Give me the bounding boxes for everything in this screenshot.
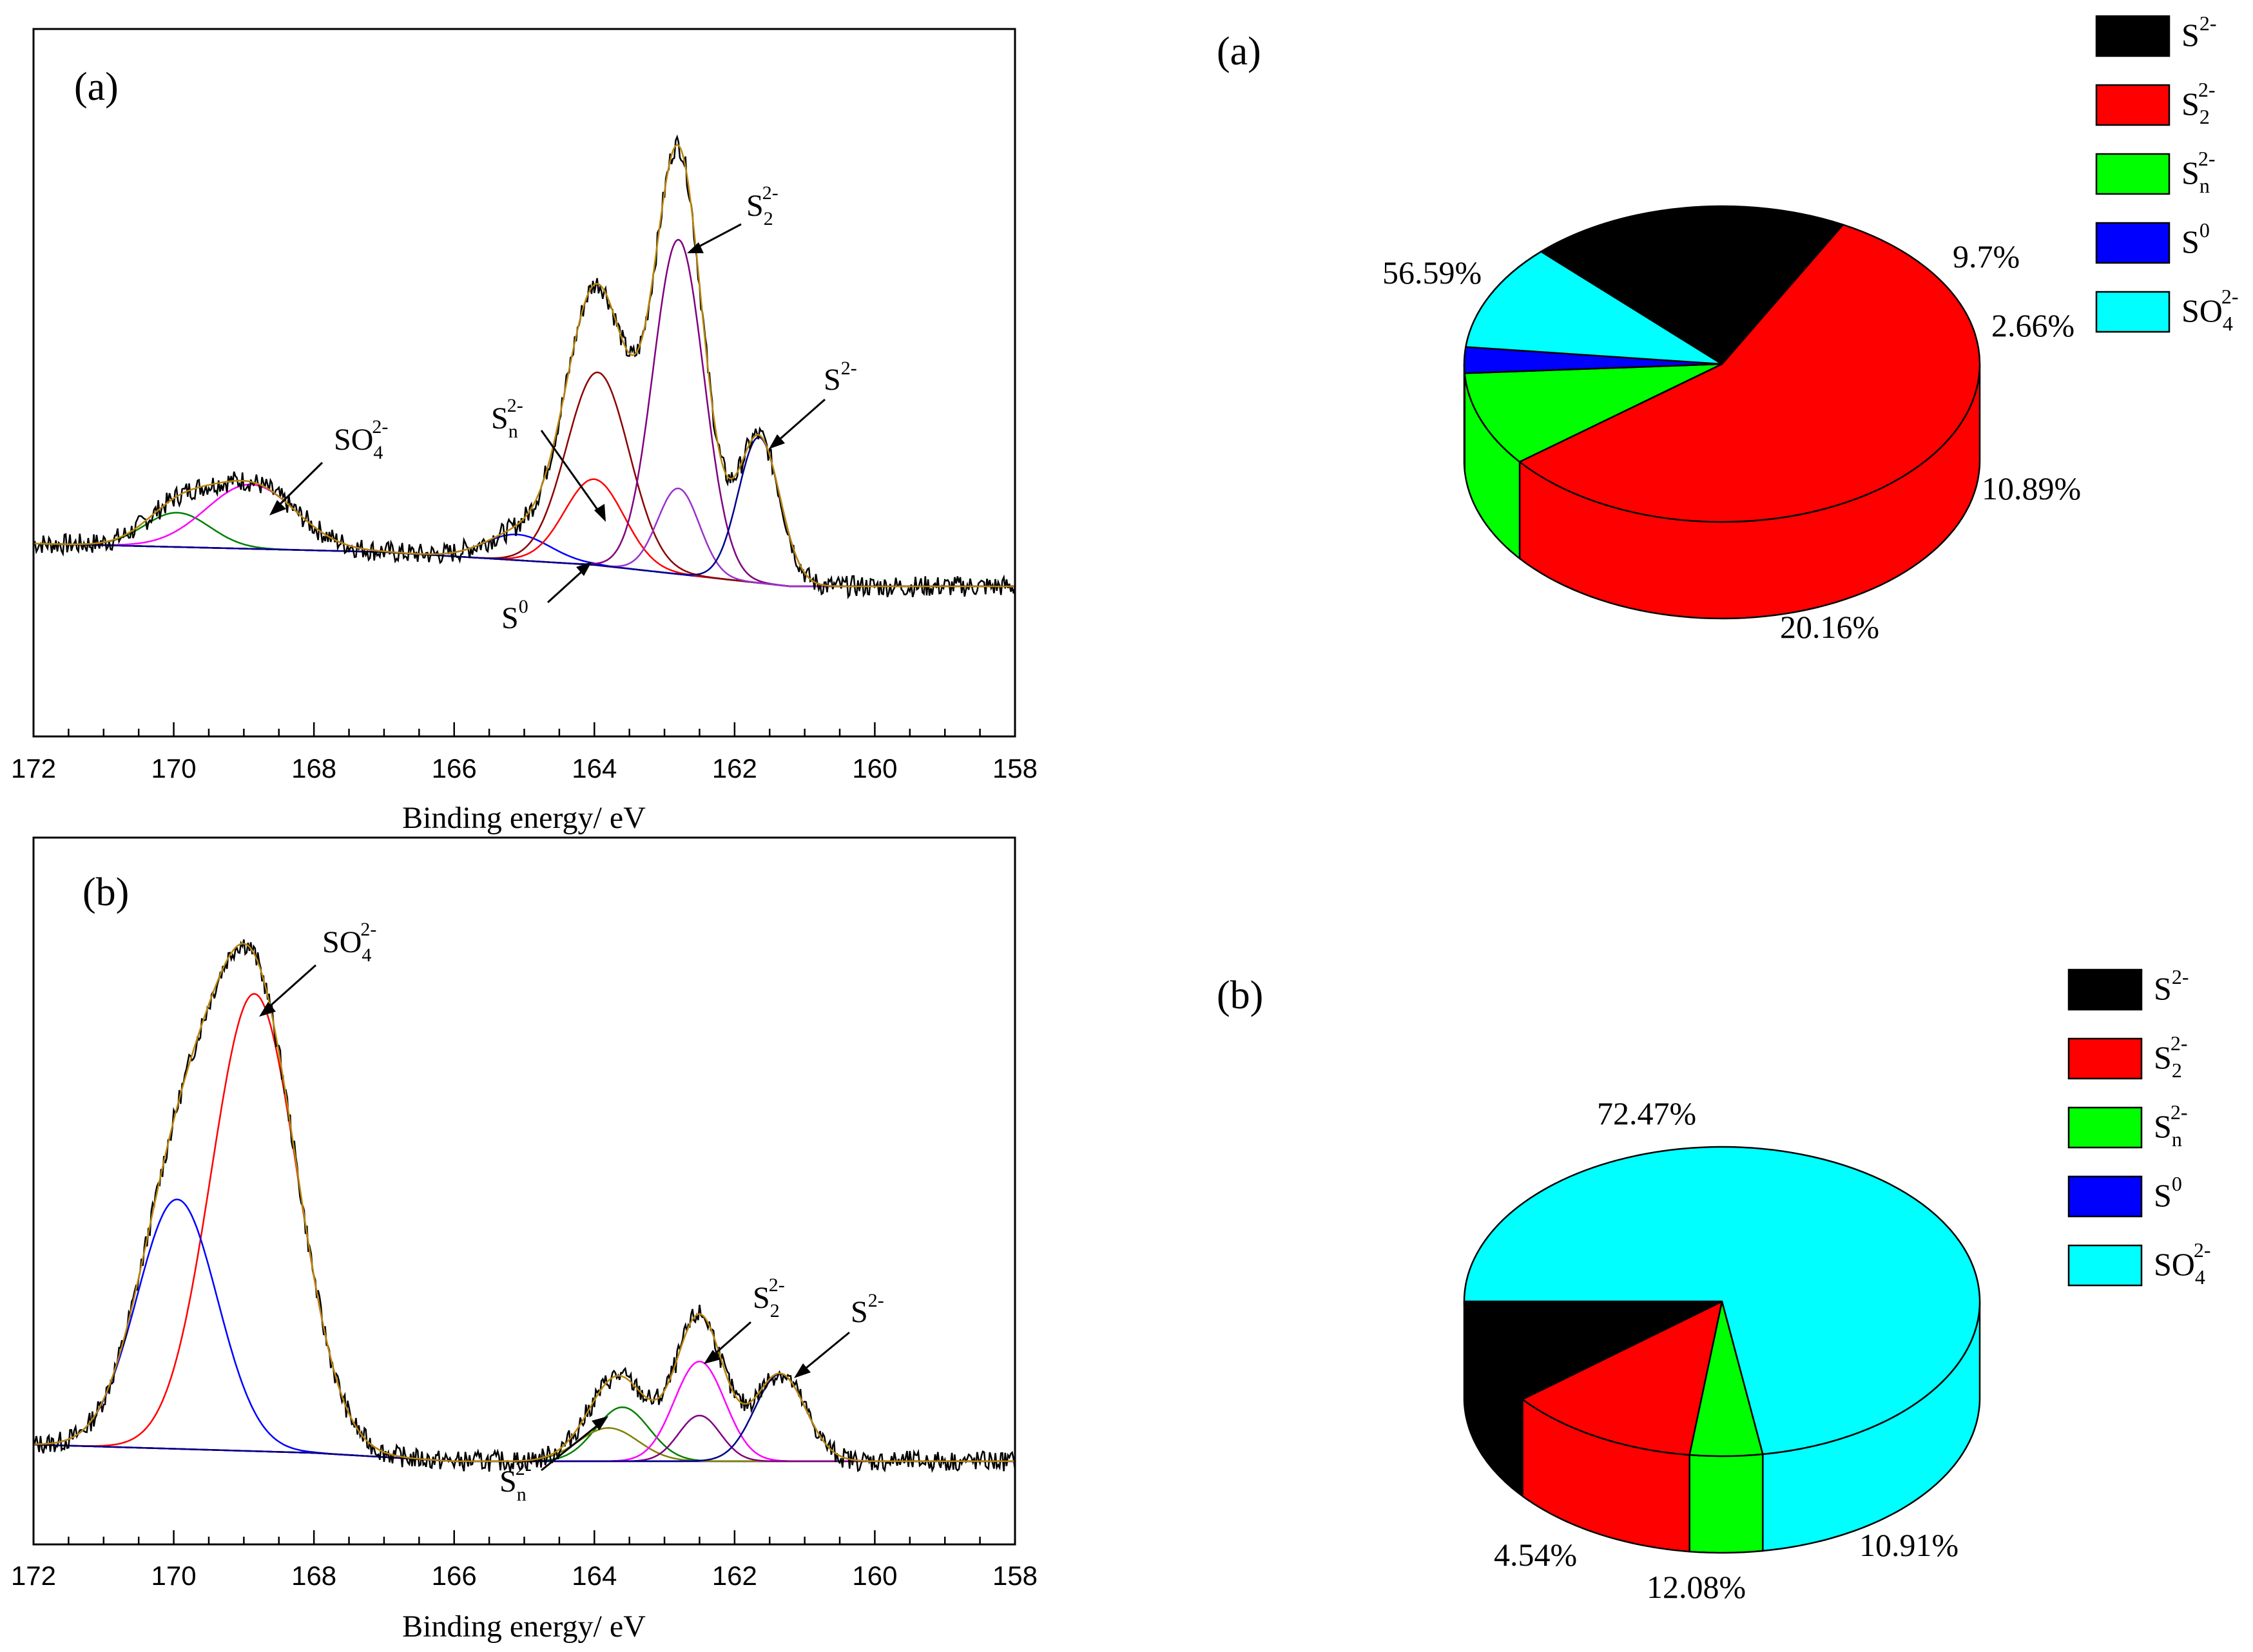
x-tick-label: 160 (852, 1561, 897, 1591)
sn-arrow (540, 430, 601, 513)
x-tick-label: 172 (11, 1561, 56, 1591)
pie-side-Sn 2- (1688, 1453, 1764, 1554)
panel-label: (b) (82, 870, 129, 914)
legend-label: Sn2- (2181, 147, 2215, 197)
x-tick-label: 164 (572, 1561, 617, 1591)
legend-label: S2- (2181, 12, 2216, 53)
legend-label: S0 (2154, 1172, 2182, 1213)
legend-swatch (2095, 84, 2171, 126)
legend-swatch (2095, 222, 2171, 264)
sn-peak-label: Sn2- (499, 1458, 532, 1505)
pie-slice-S2 2- (1518, 224, 1981, 523)
fit-envelope-line (33, 144, 1015, 588)
s2-arrowhead (794, 1363, 811, 1378)
sn-peak-label: Sn2- (491, 395, 523, 442)
xps-spectrum-b: 172 170 168 166 164 162 160 158 Binding energy/… (11, 836, 1038, 1644)
x-tick-label: 162 (712, 1561, 757, 1591)
x-tick-label: 170 (151, 1561, 197, 1591)
slice-label-Sn 2-: 9.7% (1953, 238, 2020, 274)
s22-arrow (695, 223, 742, 249)
slice-label-S0: 2.66% (1991, 307, 2074, 343)
s2-arrow (802, 1331, 850, 1372)
legend-swatch (2067, 968, 2143, 1011)
legend-swatch (2095, 15, 2171, 57)
slice-label-S2-: 10.91% (1859, 1527, 1958, 1563)
raw-spectrum-line (33, 134, 1016, 599)
legend-label: SO42- (2181, 285, 2239, 335)
s22-arrow (711, 1321, 751, 1358)
sn-arrowhead (594, 504, 606, 522)
legend-label: Sn2- (2154, 1100, 2187, 1151)
pie-slice-SO4 2- (1463, 1146, 1981, 1455)
slice-label-S2 2-: 12.08% (1647, 1569, 1746, 1605)
pie-chart-b: (b) S2- S22- Sn2- S0 SO42- 72.47% 4.54% 12.0… (1217, 965, 2211, 1605)
so4-peak-label: SO42- (322, 919, 376, 966)
x-tick-label: 168 (291, 753, 336, 783)
sn-arrow (541, 1423, 600, 1472)
legend-swatch (2067, 1037, 2143, 1080)
x-tick-label: 166 (432, 1561, 477, 1591)
pie-side-S0 (1463, 364, 1465, 470)
x-tick-label: 166 (432, 753, 477, 783)
x-tick-label: 158 (992, 1561, 1038, 1591)
s22-arrowhead (687, 242, 704, 253)
panel-label: (a) (74, 65, 119, 109)
x-axis-label: Binding energy/ eV (402, 1609, 646, 1644)
legend-label: S22- (2154, 1032, 2187, 1082)
legend-label: S2- (2154, 965, 2189, 1006)
pie-slice-SO4 2- (1465, 251, 1723, 365)
so4-arrow (267, 964, 316, 1010)
so4-arrow (276, 461, 324, 508)
x-tick-label: 168 (291, 1561, 336, 1591)
x-tick-label: 160 (852, 753, 897, 783)
pie-chart-a: (a) S2- S22- Sn2- S0 SO42- 56.59% 9.7% 2.66%… (1217, 12, 2239, 645)
slice-label-S2 2-: 56.59% (1382, 255, 1482, 291)
s2-arrowhead (769, 434, 785, 449)
xps-spectrum-a: 172 170 168 166 164 162 160 158 Binding energy/… (11, 28, 1038, 835)
s0-arrowhead (576, 562, 592, 576)
x-tick-label: 162 (712, 753, 757, 783)
s2-peak-label: S2- (824, 358, 857, 397)
pie-slice-S2- (1463, 1300, 1723, 1401)
sn-arrowhead (592, 1416, 608, 1430)
s22-peak-label: S22- (753, 1274, 785, 1321)
pie-slice-Sn 2- (1464, 363, 1723, 463)
pie-slice-S2 2- (1522, 1300, 1723, 1456)
fit-envelope-line (34, 943, 1015, 1463)
legend-label: SO42- (2154, 1238, 2211, 1289)
slice-label-SO4 2-: 10.89% (1982, 470, 2081, 506)
s22-peak-label: S22- (746, 182, 778, 229)
legend-swatch (2095, 291, 2171, 333)
x-axis-label: Binding energy/ eV (402, 801, 646, 835)
panel-label: (b) (1217, 974, 1263, 1017)
panel-label: (a) (1217, 30, 1261, 73)
pie-slice-S2- (1540, 205, 1844, 365)
s0-peak-label: S0 (501, 596, 528, 635)
legend-swatch (2095, 153, 2171, 195)
slice-label-SO4 2-: 72.47% (1597, 1095, 1696, 1131)
x-tick-label: 164 (572, 753, 617, 783)
s2-arrow (776, 398, 826, 443)
s2-peak-label: S2- (851, 1290, 884, 1329)
slice-label-S2-: 20.16% (1780, 609, 1879, 645)
so4-arrowhead (259, 1002, 276, 1017)
s22-arrowhead (704, 1350, 720, 1364)
so4-peak-label: SO42- (334, 416, 388, 463)
legend-swatch (2067, 1244, 2143, 1287)
x-tick-label: 158 (992, 753, 1038, 783)
so4-arrowhead (269, 500, 286, 515)
legend-label: S22- (2181, 78, 2215, 128)
legend-label: S0 (2181, 218, 2210, 260)
x-tick-label: 172 (11, 753, 56, 783)
slice-label-Sn 2-: 4.54% (1494, 1537, 1577, 1573)
x-tick-label: 170 (151, 753, 197, 783)
s0-arrow (546, 569, 585, 604)
legend-swatch (2067, 1175, 2143, 1218)
legend-swatch (2067, 1106, 2143, 1149)
